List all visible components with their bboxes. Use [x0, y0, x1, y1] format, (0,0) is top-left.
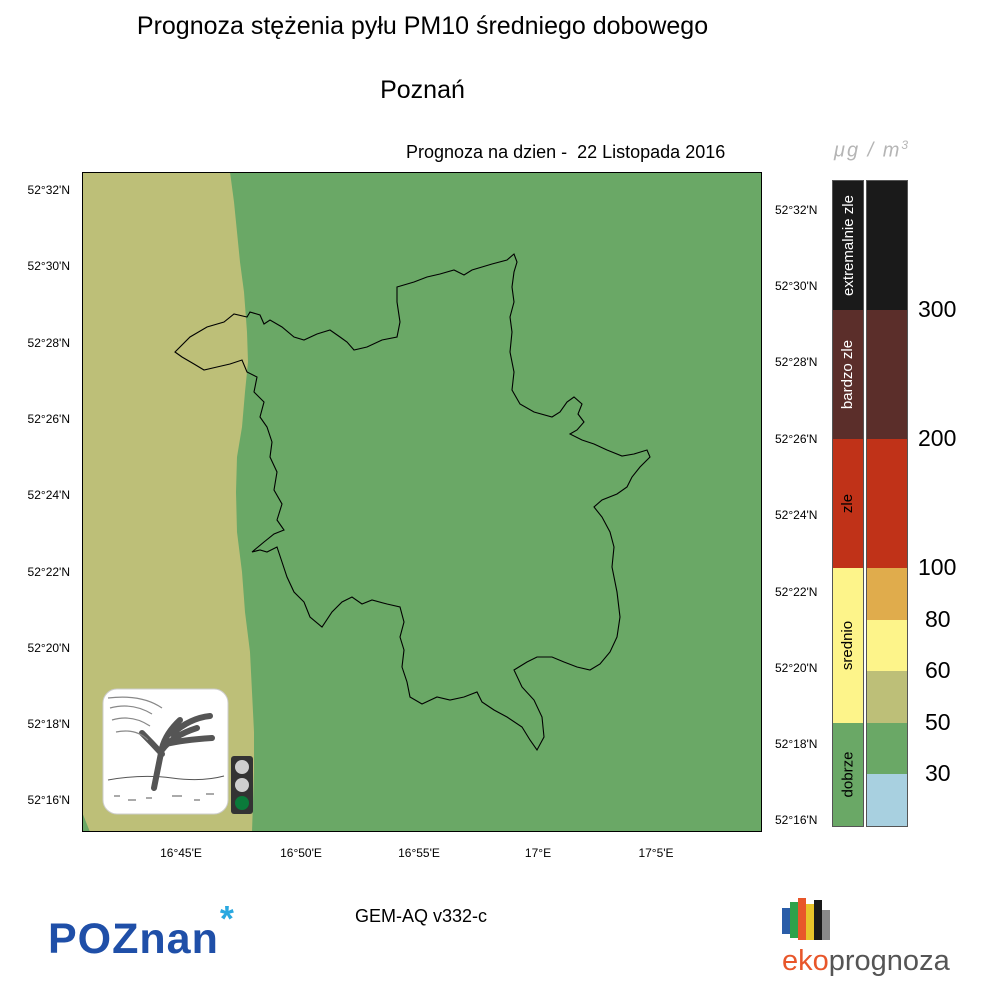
moderate-zone — [82, 172, 254, 832]
poznan-logo: POZnan* — [48, 898, 235, 963]
lat-tick-left: 52°26'N — [27, 412, 70, 426]
chart-title: Prognoza stężenia pyłu PM10 średniego do… — [136, 12, 709, 40]
ekoprognoza-bars-icon — [782, 898, 830, 940]
lat-tick-right: 52°28'N — [775, 355, 818, 369]
threshold-label: 50 — [925, 709, 951, 735]
threshold-label: 100 — [918, 554, 957, 580]
forecast-date-label: Prognoza na dzien - 22 Listopada 2016 — [406, 142, 726, 162]
lat-tick-left: 52°30'N — [27, 259, 70, 273]
lon-tick: 16°50'E — [280, 846, 322, 860]
traffic-light-icon — [231, 756, 253, 814]
ekoprognoza-logo: ekoprognoza — [782, 945, 950, 977]
lon-tick: 16°55'E — [398, 846, 440, 860]
poznan-boundary — [174, 253, 651, 752]
lat-tick-right: 52°26'N — [775, 432, 818, 446]
scale-bin — [867, 181, 907, 310]
lon-tick: 17°5'E — [638, 846, 674, 860]
model-version-label: GEM-AQ v332-c — [355, 906, 488, 926]
scale-bin — [867, 671, 907, 723]
scale-bin — [867, 310, 907, 439]
lat-tick-left: 52°18'N — [27, 717, 70, 731]
scale-bin — [867, 620, 907, 671]
color-scale-bar — [866, 180, 908, 827]
lat-tick-left: 52°32'N — [27, 183, 70, 197]
lat-tick-left: 52°16'N — [27, 793, 70, 807]
lat-tick-right: 52°20'N — [775, 661, 818, 675]
category-very-bad: bardzo zle — [833, 310, 863, 439]
scale-bin — [867, 723, 907, 774]
category-good: dobrze — [833, 723, 863, 826]
lat-tick-right: 52°24'N — [775, 508, 818, 522]
unit-label: μg / m3 — [834, 138, 911, 162]
lon-tick: 16°45'E — [160, 846, 202, 860]
lat-tick-left: 52°28'N — [27, 336, 70, 350]
lon-tick: 17°E — [524, 846, 552, 860]
map-frame — [82, 172, 762, 832]
city-subtitle: Poznań — [380, 76, 465, 104]
lat-tick-left: 52°22'N — [27, 565, 70, 579]
category-bad: zle — [833, 439, 863, 568]
category-moderate: srednio — [833, 568, 863, 723]
threshold-label: 60 — [925, 657, 951, 683]
lat-tick-right: 52°18'N — [775, 737, 818, 751]
threshold-label: 30 — [925, 760, 951, 786]
threshold-label: 200 — [918, 425, 957, 451]
category-legend: extremalnie zle bardzo zle zle srednio d… — [832, 180, 864, 827]
lat-tick-left: 52°20'N — [27, 641, 70, 655]
scale-bin — [867, 568, 907, 620]
threshold-label: 80 — [925, 606, 951, 632]
category-extremely-bad: extremalnie zle — [833, 181, 863, 310]
scale-bin — [867, 439, 907, 568]
lat-tick-left: 52°24'N — [27, 488, 70, 502]
scale-bin — [867, 774, 907, 826]
lat-tick-right: 52°16'N — [775, 813, 818, 827]
lat-tick-right: 52°22'N — [775, 585, 818, 599]
lat-tick-right: 52°30'N — [775, 279, 818, 293]
wind-tree-icon — [102, 688, 229, 815]
threshold-label: 300 — [918, 296, 957, 322]
lat-tick-right: 52°32'N — [775, 203, 818, 217]
